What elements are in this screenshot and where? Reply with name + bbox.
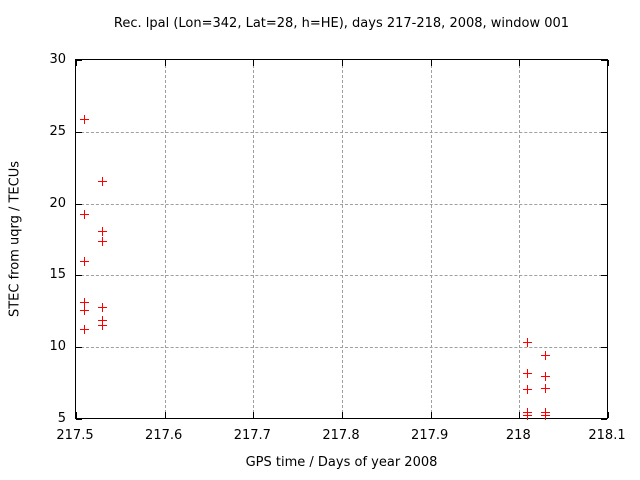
x-tick-mark-top [430,60,432,66]
data-point-marker [523,369,533,379]
x-tick-mark-top [164,60,166,66]
y-tick-label: 15 [49,267,66,283]
data-point-marker [523,411,533,421]
y-tick-label: 20 [49,195,66,211]
x-tick-mark-bottom [76,412,77,418]
x-tick-mark-bottom [253,412,255,418]
y-tick-mark-right [601,275,607,277]
data-point-marker [97,320,107,330]
x-tick-mark-top [342,60,343,66]
y-tick-mark-left [76,131,82,133]
data-point-marker [540,383,550,393]
data-point-marker [523,385,533,395]
x-tick-label: 217.9 [411,428,449,443]
y-tick-label: 25 [49,123,66,139]
y-tick-mark-left [76,203,82,205]
x-gridline [519,60,521,418]
data-point-marker [97,227,107,237]
x-tick-mark-bottom [164,412,166,418]
x-tick-mark-top [76,60,77,66]
x-tick-label: 218 [505,428,531,443]
y-axis-label-text: STEC from uqrg / TECUs [7,160,23,318]
data-point-marker [97,177,107,187]
data-point-marker [540,350,550,360]
data-point-marker [79,324,89,334]
data-point-marker [79,115,89,125]
y-tick-mark-right [601,419,607,420]
x-tick-mark-bottom [519,412,521,418]
x-tick-label: 217.6 [145,428,183,443]
x-tick-label: 217.5 [56,428,94,443]
y-gridline [76,347,607,349]
y-tick-mark-right [601,203,607,205]
x-gridline [253,60,255,418]
x-tick-mark-top [608,60,609,66]
x-tick-label: 217.8 [322,428,360,443]
x-tick-mark-bottom [342,412,343,418]
y-gridline [76,203,607,205]
data-point-marker [97,303,107,313]
y-tick-mark-right [601,131,607,133]
data-point-marker [540,372,550,382]
data-point-marker [523,337,533,347]
y-tick-mark-left [76,60,82,61]
x-gridline [342,60,343,418]
y-tick-label: 5 [57,411,66,426]
x-tick-label: 218.1 [588,428,626,443]
y-tick-label: 30 [49,52,66,67]
x-tick-mark-bottom [430,412,432,418]
data-point-marker [79,210,89,220]
y-tick-mark-left [76,275,82,277]
y-tick-label: 10 [49,339,66,355]
data-point-marker [540,411,550,421]
y-tick-mark-right [601,60,607,61]
y-gridline [76,131,607,133]
x-gridline [164,60,166,418]
x-tick-label: 217.7 [233,428,271,443]
y-tick-mark-left [76,347,82,349]
data-point-marker [97,237,107,247]
y-tick-mark-left [76,419,82,420]
x-tick-mark-bottom [608,412,609,418]
chart-title: Rec. lpal (Lon=342, Lat=28, h=HE), days … [113,16,570,31]
x-axis-label: GPS time / Days of year 2008 [245,455,438,470]
x-tick-mark-top [519,60,521,66]
x-tick-mark-top [253,60,255,66]
data-point-marker [79,257,89,267]
y-tick-mark-right [601,347,607,349]
y-gridline [76,275,607,277]
x-gridline [430,60,432,418]
data-point-marker [79,306,89,316]
plot-area [75,59,609,421]
data-point-marker [79,297,89,307]
